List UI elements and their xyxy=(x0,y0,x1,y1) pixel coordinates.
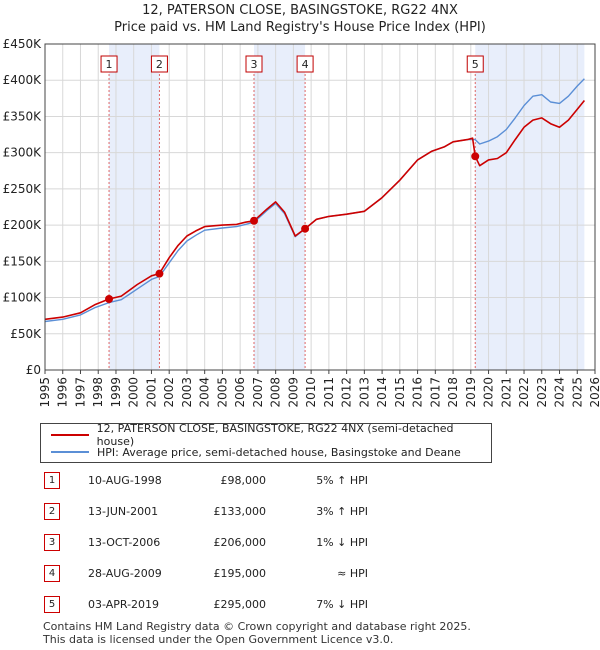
y-tick-label: £450K xyxy=(3,37,43,51)
table-row: 4 28-AUG-2009 £195,000 ≈ HPI xyxy=(44,565,444,583)
chart-title: 12, PATERSON CLOSE, BASINGSTOKE, RG22 4N… xyxy=(142,3,458,18)
y-tick-label: £300K xyxy=(3,146,43,160)
sale-point-2 xyxy=(155,269,164,278)
x-tick-label: 1997 xyxy=(73,377,87,408)
row-hpi: 5% ↑ HPI xyxy=(316,474,368,487)
legend-item-hpi: HPI: Average price, semi-detached house,… xyxy=(51,444,461,460)
chart-legend: 12, PATERSON CLOSE, BASINGSTOKE, RG22 4N… xyxy=(40,422,492,463)
y-tick-label: £100K xyxy=(3,291,43,305)
row-hpi: 1% ↓ HPI xyxy=(316,536,368,549)
marker-label-1: 1 xyxy=(106,58,113,71)
y-tick-label: £350K xyxy=(3,109,43,123)
table-row: 5 03-APR-2019 £295,000 7% ↓ HPI xyxy=(44,596,444,614)
legend-label-price: 12, PATERSON CLOSE, BASINGSTOKE, RG22 4N… xyxy=(96,422,454,448)
marker-box-5 xyxy=(466,55,484,73)
legend-label-hpi: HPI: Average price, semi-detached house,… xyxy=(97,445,461,459)
x-tick-label: 2016 xyxy=(411,377,425,408)
marker-label-2: 2 xyxy=(156,58,163,71)
marker-box-3 xyxy=(245,55,263,73)
row-number-badge: 1 xyxy=(44,472,60,489)
x-tick-label: 2002 xyxy=(162,377,176,408)
row-date: 13-OCT-2006 xyxy=(88,536,161,549)
chart-subtitle: Price paid vs. HM Land Registry's House … xyxy=(114,20,486,35)
y-tick-label: £200K xyxy=(3,218,43,232)
row-date: 10-AUG-1998 xyxy=(88,474,162,487)
shaded-range-3 xyxy=(475,44,585,370)
x-tick-label: 2022 xyxy=(517,377,531,408)
marker-label-3: 3 xyxy=(251,58,258,71)
x-tick-label: 2010 xyxy=(304,377,318,408)
x-tick-label: 2023 xyxy=(535,377,549,408)
row-date: 03-APR-2019 xyxy=(88,598,160,611)
row-price: £206,000 xyxy=(213,536,267,549)
x-tick-label: 2021 xyxy=(499,377,513,408)
sale-point-5 xyxy=(471,152,480,161)
row-date: 28-AUG-2009 xyxy=(88,567,162,580)
footer-copyright: Contains HM Land Registry data © Crown c… xyxy=(43,620,471,633)
x-tick-label: 2015 xyxy=(393,377,407,408)
x-tick-label: 2018 xyxy=(446,377,460,408)
x-tick-label: 2020 xyxy=(482,377,496,408)
marker-label-5: 5 xyxy=(472,58,479,71)
x-tick-label: 2008 xyxy=(269,377,283,408)
marker-box-4 xyxy=(296,55,314,73)
marker-box-2 xyxy=(150,55,168,73)
x-tick-label: 2024 xyxy=(553,377,567,408)
table-row: 1 10-AUG-1998 £98,000 5% ↑ HPI xyxy=(44,472,444,490)
marker-box-1 xyxy=(100,55,118,73)
y-tick-label: £250K xyxy=(3,182,43,196)
row-price: £295,000 xyxy=(213,598,267,611)
table-row: 2 13-JUN-2001 £133,000 3% ↑ HPI xyxy=(44,503,444,521)
x-tick-label: 1998 xyxy=(91,377,105,408)
row-price: £195,000 xyxy=(213,567,267,580)
x-tick-label: 2011 xyxy=(322,377,336,408)
x-tick-label: 2017 xyxy=(428,377,442,408)
row-hpi: 7% ↓ HPI xyxy=(316,598,368,611)
sale-point-3 xyxy=(250,216,258,225)
row-number-badge: 4 xyxy=(44,565,60,582)
legend-item-price: 12, PATERSON CLOSE, BASINGSTOKE, RG22 4N… xyxy=(51,422,491,448)
row-number-badge: 2 xyxy=(44,503,60,520)
x-tick-label: 2005 xyxy=(215,377,229,408)
price-chart: £0 £50K £100K £150K £200K £250K £300K £350K £400… xyxy=(3,37,600,408)
x-tick-label: 2000 xyxy=(127,377,141,408)
x-tick-label: 1995 xyxy=(38,377,52,408)
y-tick-label: £0 xyxy=(26,363,41,377)
x-tick-label: 2014 xyxy=(375,377,389,408)
x-tick-label: 2001 xyxy=(144,377,158,408)
legend-swatch-price xyxy=(51,434,89,436)
y-tick-label: £400K xyxy=(3,73,43,87)
x-tick-label: 2009 xyxy=(286,377,300,408)
x-tick-label: 1996 xyxy=(56,377,70,408)
footer-license: This data is licensed under the Open Gov… xyxy=(43,633,394,646)
table-row: 3 13-OCT-2006 £206,000 1% ↓ HPI xyxy=(44,534,444,552)
x-tick-label: 2007 xyxy=(251,377,265,408)
x-tick-label: 2012 xyxy=(340,377,354,408)
row-hpi: 3% ↑ HPI xyxy=(316,505,368,518)
x-tick-label: 2003 xyxy=(180,377,194,408)
x-tick-label: 2006 xyxy=(233,377,247,408)
row-price: £98,000 xyxy=(220,474,267,487)
x-tick-label: 2025 xyxy=(570,377,584,408)
x-tick-label: 1999 xyxy=(109,377,123,408)
sale-point-4 xyxy=(301,224,310,233)
footer-note: Contains HM Land Registry data © Crown c… xyxy=(43,620,471,646)
row-number-badge: 3 xyxy=(44,534,60,551)
legend-swatch-hpi xyxy=(51,451,89,453)
y-tick-label: £50K xyxy=(10,327,42,341)
x-tick-label: 2026 xyxy=(588,377,600,408)
plot-frame xyxy=(44,43,596,371)
x-tick-label: 2013 xyxy=(357,377,371,408)
x-tick-label: 2004 xyxy=(198,377,212,408)
row-date: 13-JUN-2001 xyxy=(88,505,159,518)
y-tick-label: £150K xyxy=(3,254,43,268)
row-number-badge: 5 xyxy=(44,596,60,613)
sale-point-1 xyxy=(105,295,114,304)
x-tick-label: 2019 xyxy=(464,377,478,408)
row-price: £133,000 xyxy=(213,505,267,518)
marker-label-4: 4 xyxy=(302,58,309,71)
row-hpi: ≈ HPI xyxy=(337,567,368,580)
